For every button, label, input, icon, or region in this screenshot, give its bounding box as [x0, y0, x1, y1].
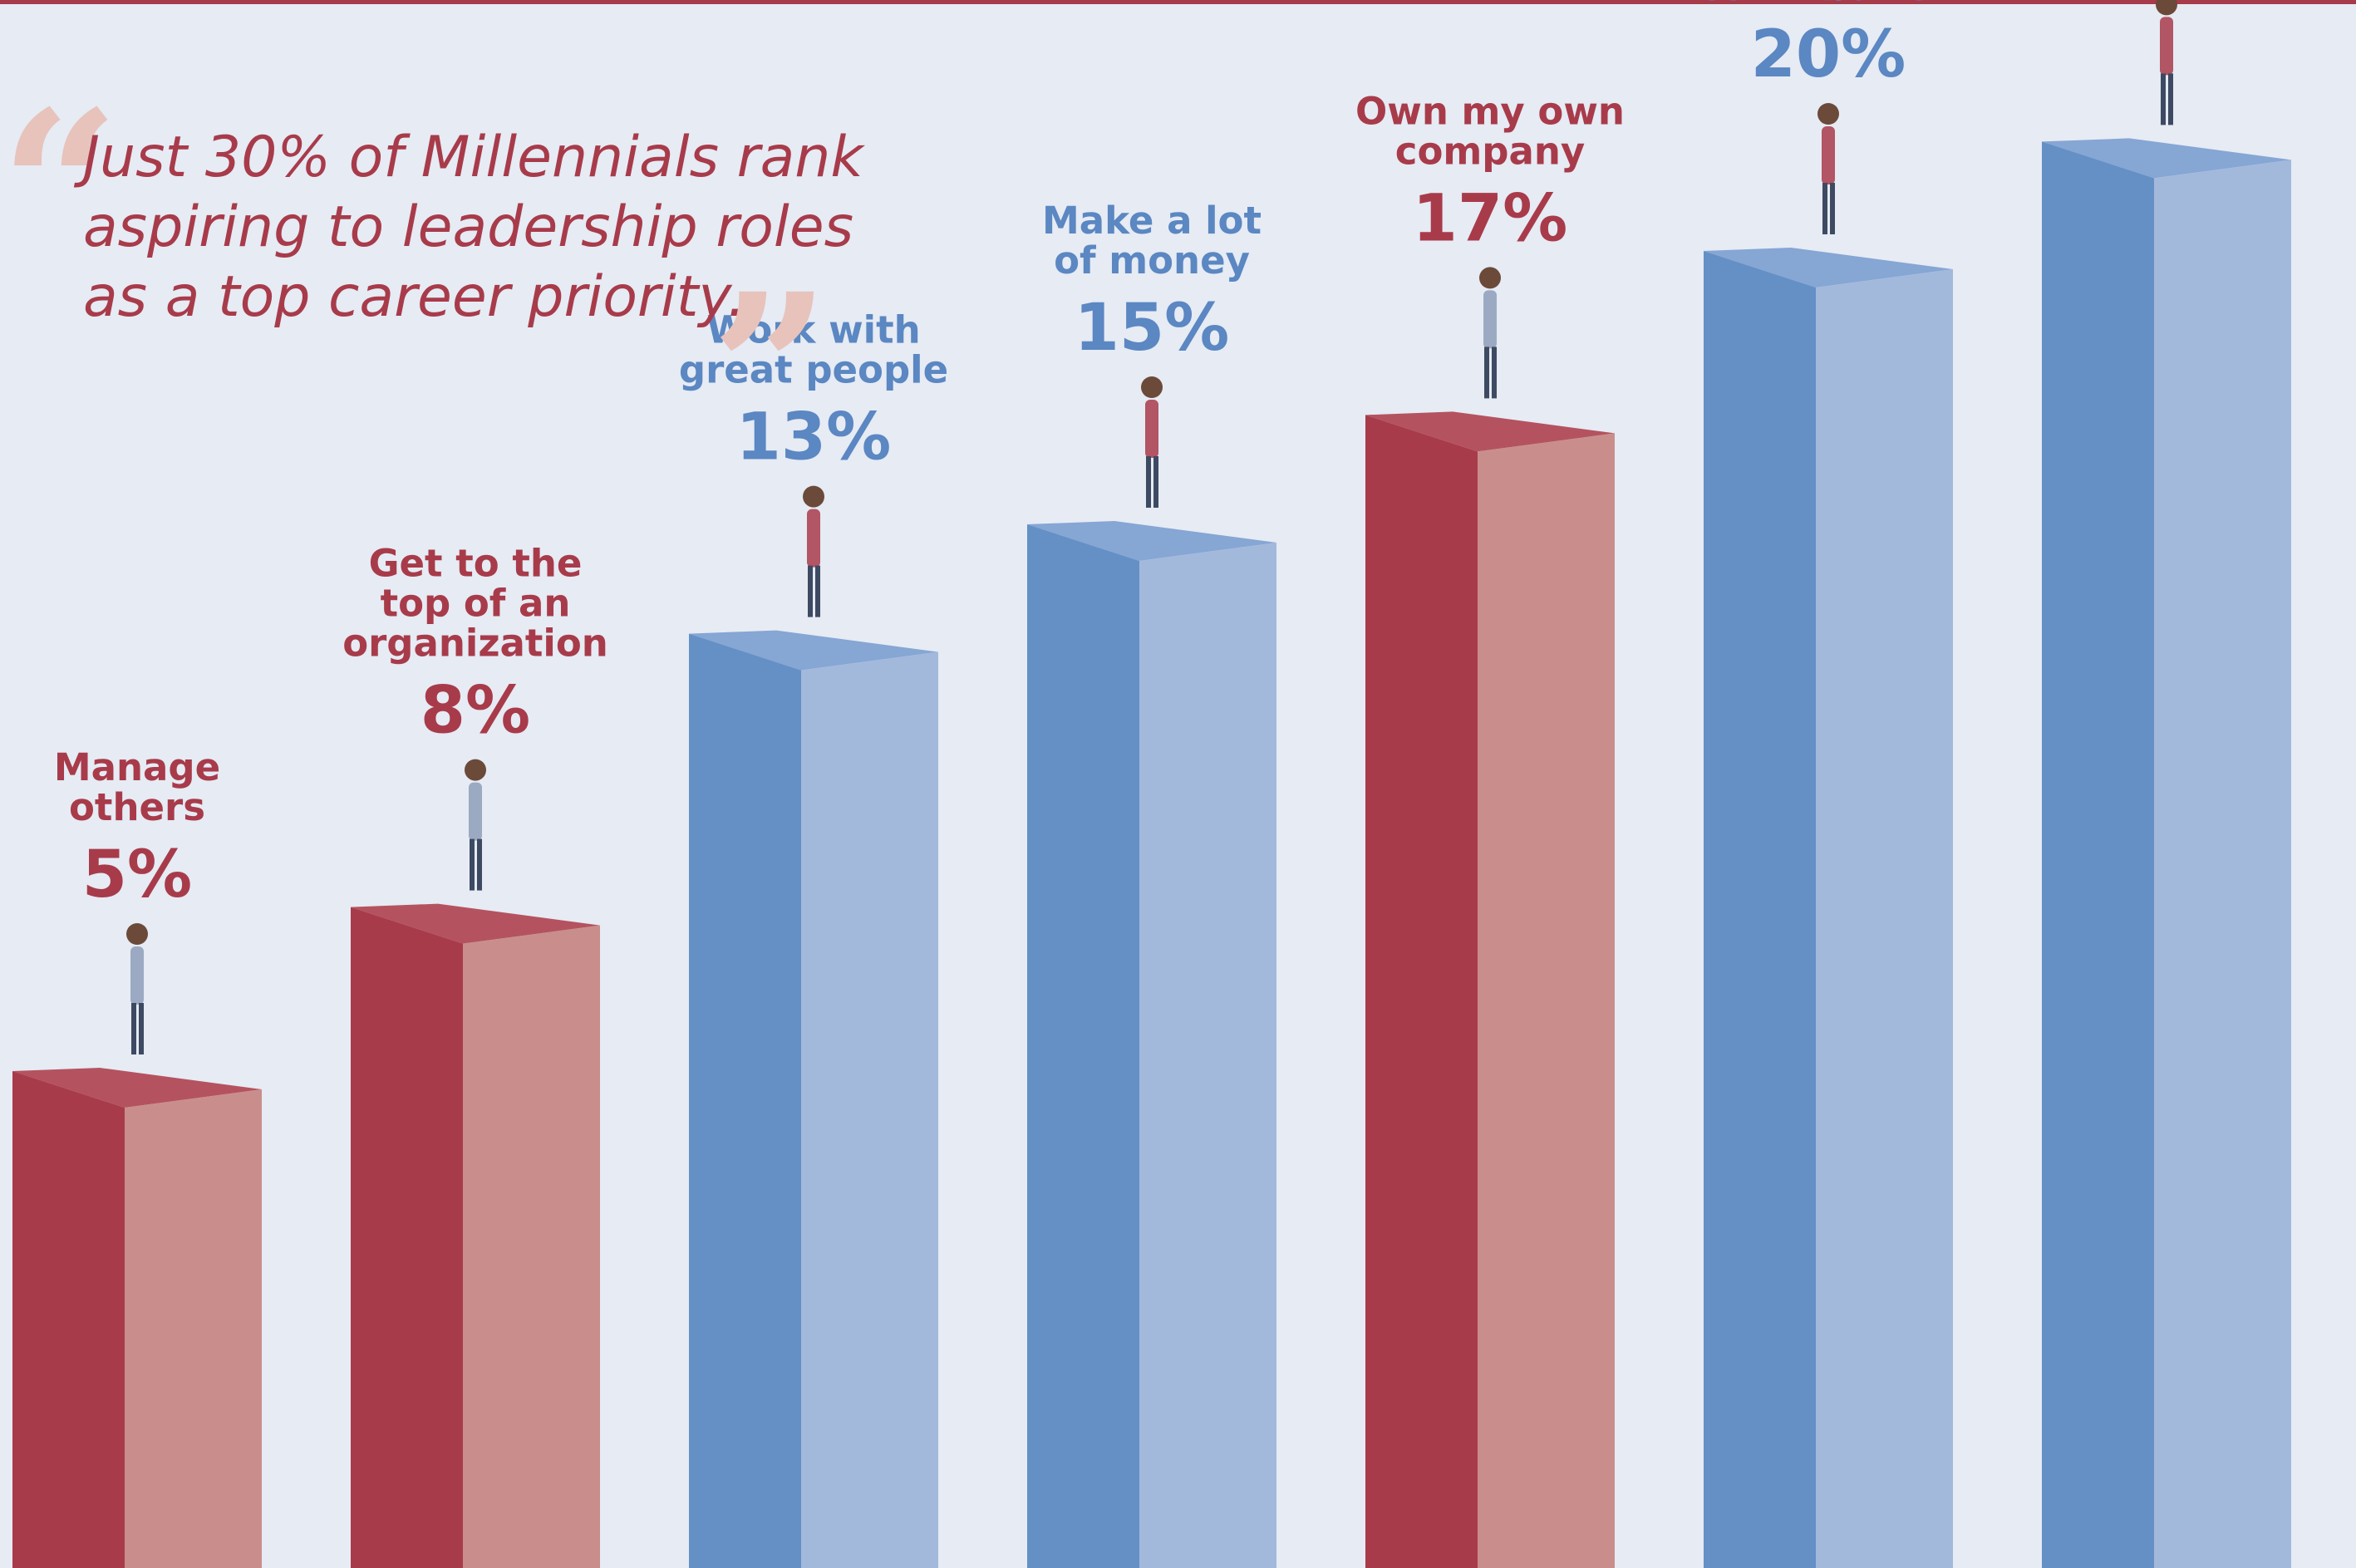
quote-text: Just 30% of Millennials rank aspiring to… [83, 125, 863, 330]
top-rule [0, 0, 2356, 4]
category-label: Manage others [54, 745, 220, 829]
value-label: 17% [1413, 181, 1568, 256]
close-quote-icon: ” [711, 248, 830, 492]
category-label: Work with great people [679, 308, 948, 392]
bar-4 [1027, 376, 1276, 1568]
bar-front-face [1027, 524, 1139, 1568]
category-label: Get to the top of an organization [342, 542, 608, 666]
bar-3 [689, 485, 938, 1568]
category-label: Make a lot of money [1042, 199, 1262, 283]
value-label: 5% [82, 838, 192, 912]
quote-block: “ Just 30% of Millennials rank aspiring … [0, 65, 931, 474]
bar-side-face [1139, 543, 1276, 1568]
bar-5 [1365, 267, 1615, 1568]
coin-stacks-icon [1141, 376, 1163, 508]
value-label: 15% [1075, 291, 1230, 366]
meeting-people-icon [126, 923, 148, 1054]
bar-side-face [801, 651, 938, 1568]
bar-1 [12, 923, 262, 1568]
bar-side-face [1478, 433, 1615, 1568]
bar-front-face [2042, 141, 2154, 1568]
businessman-target-icon [1817, 103, 1839, 234]
bar-front-face [689, 633, 801, 1568]
bar-2 [351, 759, 600, 1568]
bar-side-face [1816, 269, 1953, 1568]
category-label: Own my own company [1355, 89, 1625, 173]
bar-side-face [2154, 160, 2291, 1568]
bar-7 [2042, 0, 2291, 1568]
value-label: 20% [1751, 17, 1906, 92]
category-label: Make a positivecontribution [1663, 0, 1994, 9]
bar-front-face [1365, 415, 1478, 1568]
bar-front-face [12, 1071, 125, 1568]
bar-side-face [463, 925, 600, 1568]
group-of-people-icon [803, 485, 824, 617]
bar-front-face [351, 907, 463, 1568]
bar-6 [1704, 103, 1953, 1568]
climbing-chart-icon [465, 759, 486, 891]
presenter-diagram-icon [2156, 0, 2177, 125]
open-quote-icon: “ [0, 65, 120, 309]
value-label: 8% [421, 674, 530, 749]
jumping-woman-icon [1479, 267, 1501, 399]
bar-front-face [1704, 251, 1816, 1568]
value-label: 13% [736, 401, 892, 475]
bar-side-face [125, 1089, 262, 1568]
